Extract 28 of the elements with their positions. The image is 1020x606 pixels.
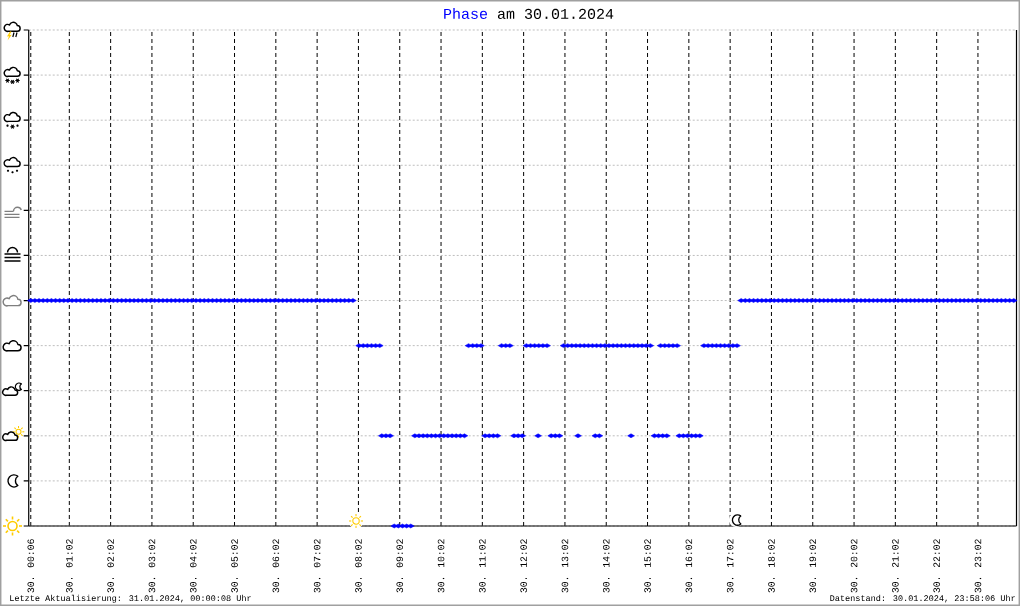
x-tick-label: 30. 03:02: [148, 539, 156, 593]
x-tick-label: 30. 00:06: [27, 539, 35, 593]
x-tick-label: 30. 01:02: [66, 539, 73, 593]
x-tick-label: 30. 02:02: [107, 539, 114, 593]
text: Datenstand: 30.01.2024, 23:58:06 Uhr: [830, 594, 1015, 603]
x-tick-label: 30. 04:02: [189, 539, 197, 593]
x-tick-label: 30. 17:02: [726, 539, 734, 593]
x-tick-label: 30. 15:02: [644, 539, 651, 593]
x-tick-label: 30. 21:02: [892, 539, 899, 593]
x-tick-label: 30. 07:02: [313, 539, 321, 593]
x-tick-label: 30. 09:02: [396, 539, 404, 593]
x-tick-label: 30. 18:02: [768, 539, 775, 593]
x-tick-label: 30. 12:02: [520, 539, 527, 593]
x-tick-label: 30. 22:02: [933, 539, 940, 593]
x-tick-label: 30. 11:02: [479, 539, 486, 593]
chart-title: am 30.01.2024: [497, 8, 614, 19]
x-tick-label: 30. 06:02: [272, 539, 280, 593]
text: Phase: [444, 7, 487, 19]
x-tick-label: 30. 16:02: [685, 539, 693, 593]
x-tick-label: 30. 08:02: [355, 539, 362, 593]
x-tick-label: 30. 14:02: [602, 539, 610, 593]
x-tick-label: 30. 23:02: [974, 539, 982, 593]
x-tick-label: 30. 20:02: [850, 539, 858, 593]
x-tick-label: 30. 13:02: [561, 539, 569, 593]
x-tick-label: 30. 19:02: [809, 539, 817, 593]
x-tick-label: 30. 10:02: [437, 539, 445, 593]
text: Letzte Aktualisierung: 31.01.2024, 00:00:08 Uhr: [10, 594, 251, 603]
x-tick-label: 30. 05:02: [231, 539, 238, 593]
